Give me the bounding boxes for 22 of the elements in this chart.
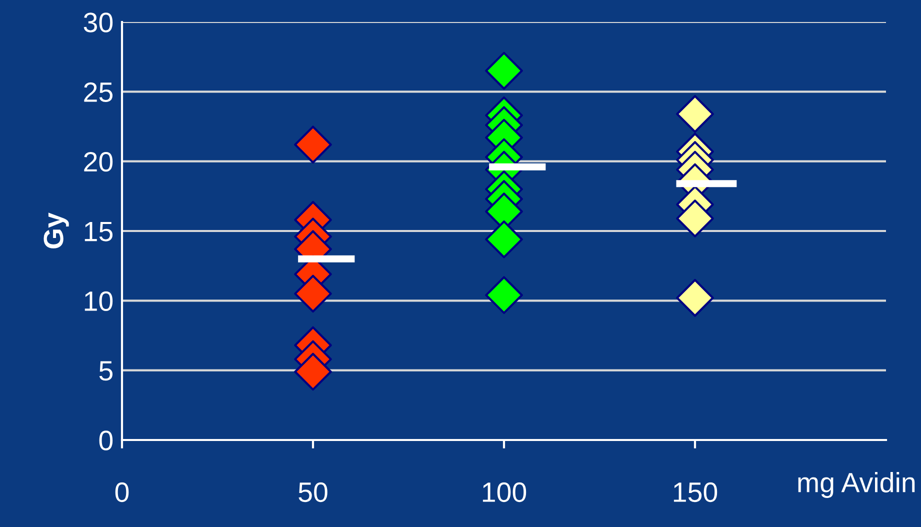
y-axis-title: Gy [44, 212, 69, 248]
x-tick-label: 100 [482, 482, 526, 502]
point [485, 220, 523, 258]
point [294, 274, 332, 313]
point [485, 276, 523, 314]
y-tick-label: 15 [84, 222, 113, 242]
point [294, 352, 332, 391]
point [676, 278, 714, 317]
point [294, 126, 332, 164]
x-tick-label: 50 [298, 482, 328, 502]
point [485, 52, 523, 90]
y-tick-label: 0 [99, 430, 113, 450]
x-tick-label: 0 [115, 482, 129, 502]
y-tick-label: 20 [84, 152, 113, 172]
x-axis-title: mg Avidin [798, 472, 915, 498]
y-tick-label: 30 [84, 12, 113, 32]
y-tick-label: 25 [84, 82, 113, 102]
y-tick-label: 5 [99, 361, 113, 381]
y-tick-label: 10 [84, 291, 113, 312]
point [676, 95, 714, 133]
x-tick-label: 150 [674, 482, 718, 502]
point [676, 200, 714, 238]
